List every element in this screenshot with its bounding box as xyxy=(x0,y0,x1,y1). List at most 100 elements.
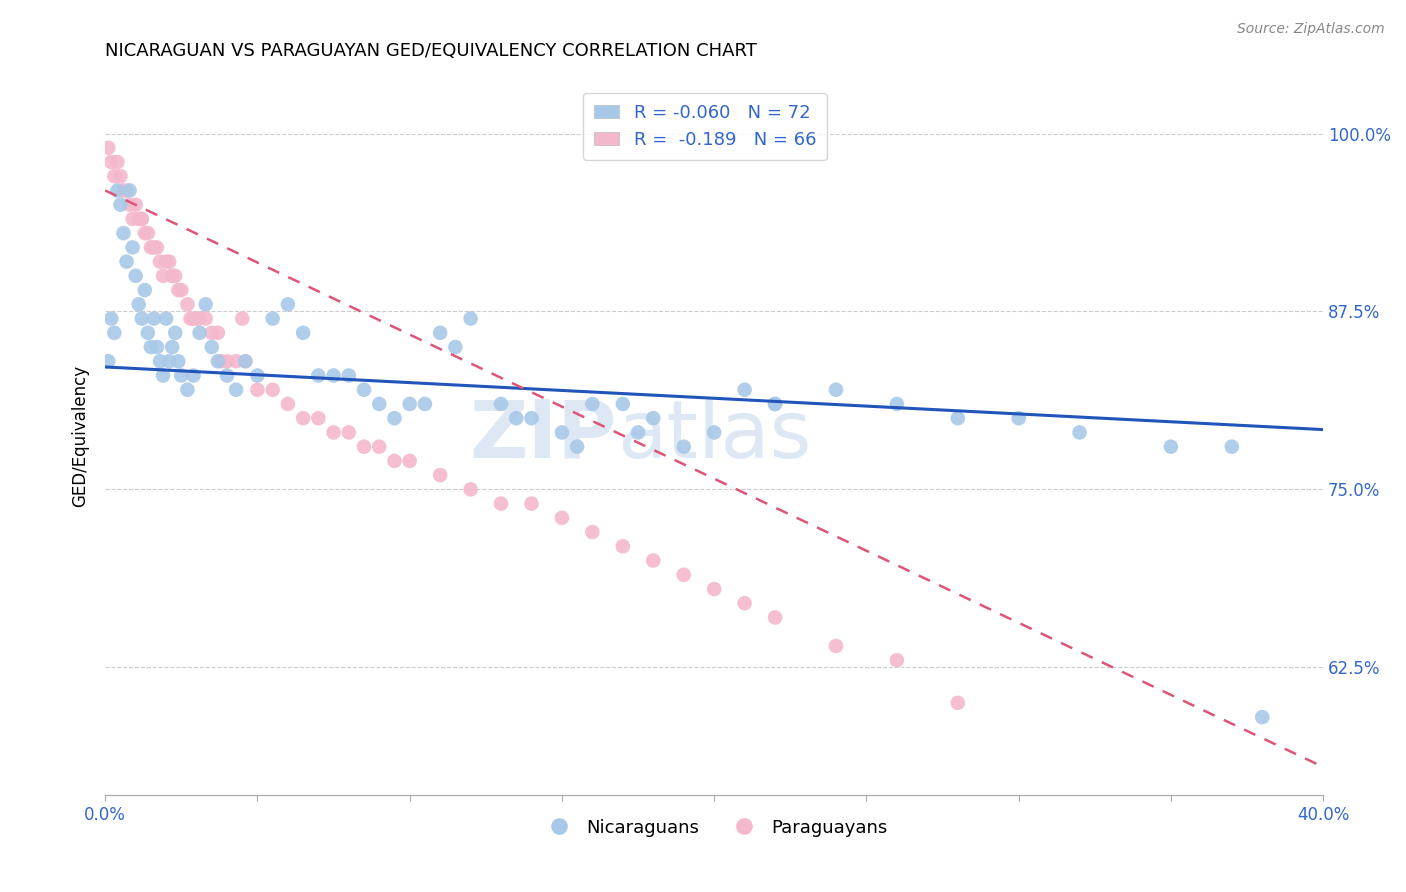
Point xyxy=(520,497,543,511)
Point xyxy=(886,397,908,411)
Point xyxy=(176,383,198,397)
Point xyxy=(225,354,247,368)
Point xyxy=(149,354,172,368)
Point xyxy=(146,340,169,354)
Point xyxy=(121,240,143,254)
Point xyxy=(703,582,725,596)
Point xyxy=(201,326,224,340)
Point xyxy=(112,226,135,240)
Point xyxy=(97,354,120,368)
Point xyxy=(384,411,406,425)
Point xyxy=(825,383,848,397)
Point xyxy=(946,411,969,425)
Point xyxy=(233,354,256,368)
Point xyxy=(121,211,143,226)
Point xyxy=(155,254,177,268)
Point xyxy=(612,397,634,411)
Point xyxy=(194,311,217,326)
Point xyxy=(209,354,232,368)
Text: Source: ZipAtlas.com: Source: ZipAtlas.com xyxy=(1237,22,1385,37)
Point xyxy=(444,340,467,354)
Point xyxy=(186,311,208,326)
Point xyxy=(262,383,284,397)
Point xyxy=(134,226,156,240)
Y-axis label: GED/Equivalency: GED/Equivalency xyxy=(72,365,89,507)
Point xyxy=(460,311,482,326)
Point xyxy=(136,226,159,240)
Text: NICARAGUAN VS PARAGUAYAN GED/EQUIVALENCY CORRELATION CHART: NICARAGUAN VS PARAGUAYAN GED/EQUIVALENCY… xyxy=(105,42,756,60)
Point xyxy=(368,440,391,454)
Point xyxy=(398,454,420,468)
Point xyxy=(152,268,174,283)
Point xyxy=(215,368,238,383)
Point xyxy=(233,354,256,368)
Point xyxy=(124,268,146,283)
Point xyxy=(100,311,122,326)
Point xyxy=(703,425,725,440)
Point xyxy=(179,311,201,326)
Point xyxy=(1069,425,1091,440)
Point xyxy=(1160,440,1182,454)
Point xyxy=(165,326,187,340)
Point xyxy=(734,596,756,610)
Point xyxy=(110,169,132,184)
Point xyxy=(201,340,224,354)
Point xyxy=(246,368,269,383)
Point xyxy=(115,184,138,198)
Point xyxy=(1251,710,1274,724)
Point xyxy=(124,197,146,211)
Point xyxy=(322,368,344,383)
Point xyxy=(551,511,574,525)
Point xyxy=(763,397,786,411)
Point xyxy=(207,354,229,368)
Point xyxy=(489,397,512,411)
Point xyxy=(139,240,162,254)
Point xyxy=(131,211,153,226)
Point xyxy=(152,368,174,383)
Point xyxy=(160,268,183,283)
Point xyxy=(734,383,756,397)
Point xyxy=(176,297,198,311)
Point xyxy=(429,326,451,340)
Point xyxy=(128,211,150,226)
Point xyxy=(262,311,284,326)
Point xyxy=(149,254,172,268)
Point xyxy=(170,283,193,297)
Point xyxy=(322,425,344,440)
Point xyxy=(307,411,329,425)
Point xyxy=(183,311,205,326)
Point xyxy=(157,354,180,368)
Point xyxy=(353,440,375,454)
Point xyxy=(581,397,603,411)
Point xyxy=(165,268,187,283)
Point xyxy=(825,639,848,653)
Point xyxy=(353,383,375,397)
Point xyxy=(231,311,253,326)
Point xyxy=(946,696,969,710)
Point xyxy=(886,653,908,667)
Point xyxy=(1220,440,1243,454)
Point xyxy=(612,539,634,553)
Point xyxy=(183,368,205,383)
Point xyxy=(672,440,695,454)
Point xyxy=(142,240,165,254)
Point xyxy=(246,383,269,397)
Point xyxy=(188,311,211,326)
Point xyxy=(167,283,190,297)
Text: atlas: atlas xyxy=(617,397,811,475)
Point xyxy=(460,483,482,497)
Point xyxy=(581,524,603,539)
Point xyxy=(139,340,162,354)
Point xyxy=(368,397,391,411)
Point xyxy=(337,368,360,383)
Legend: Nicaraguans, Paraguayans: Nicaraguans, Paraguayans xyxy=(534,812,894,844)
Point xyxy=(131,311,153,326)
Point xyxy=(142,311,165,326)
Point xyxy=(763,610,786,624)
Point xyxy=(136,326,159,340)
Point xyxy=(565,440,588,454)
Point xyxy=(643,553,665,567)
Point xyxy=(489,497,512,511)
Point xyxy=(505,411,527,425)
Point xyxy=(307,368,329,383)
